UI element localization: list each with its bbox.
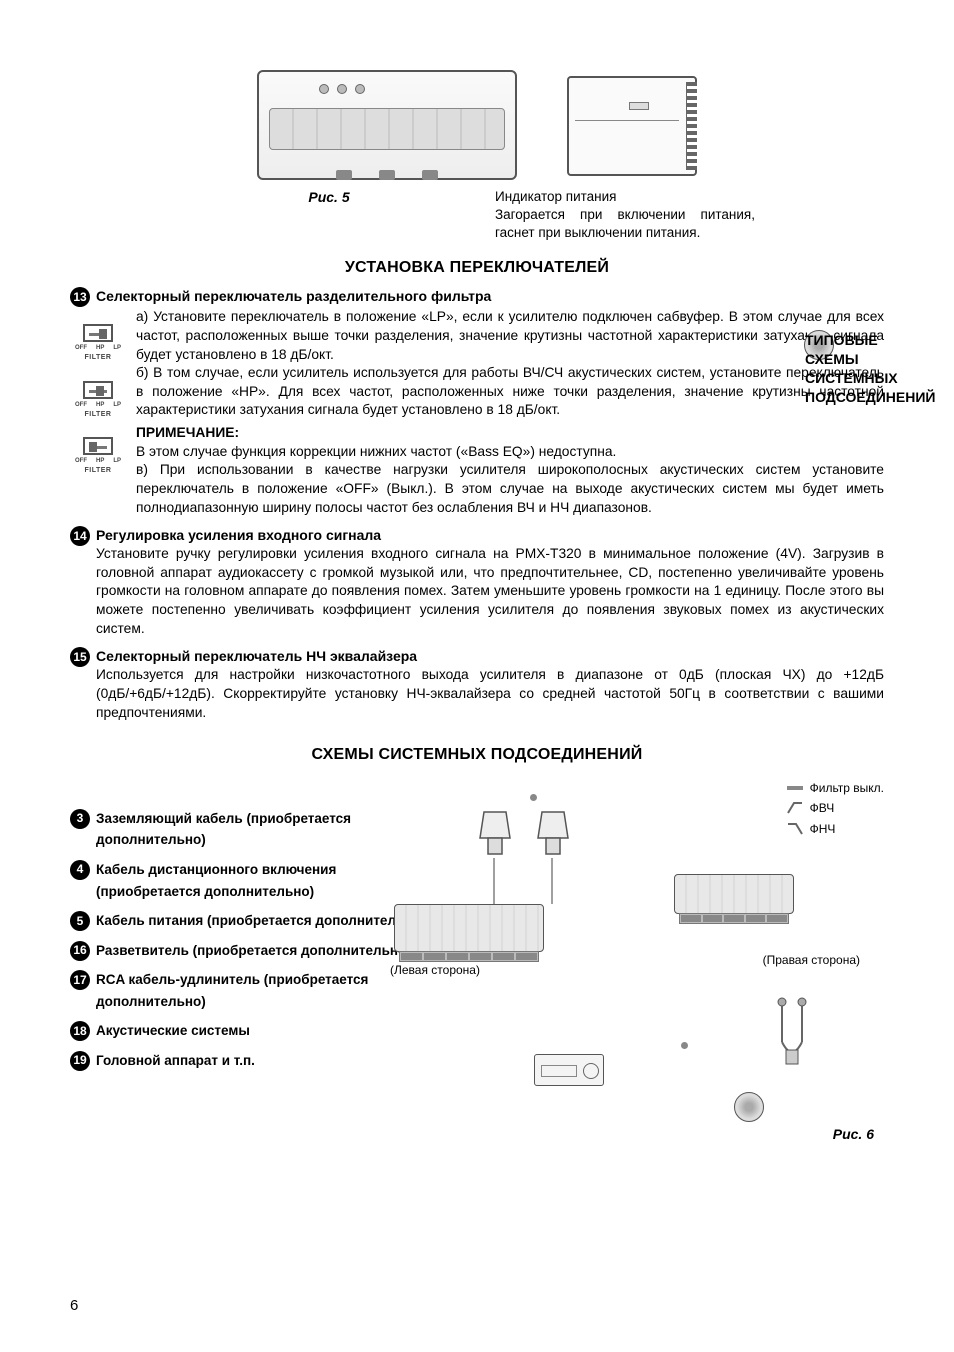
item15-text: Используется для настройки низкочастотно… — [96, 666, 884, 722]
conn-4-text: Кабель дистанционного включения (приобре… — [96, 859, 430, 902]
filter-lp-icon — [786, 820, 804, 838]
switch-icon-off: OFF HP LP FILTER — [75, 437, 121, 476]
sw-hp3: HP — [96, 457, 104, 465]
splitter-icon — [772, 992, 812, 1077]
indicator-text: Загорается при включении питания, гаснет… — [495, 206, 755, 242]
fig6-caption: Рис. 6 — [833, 1125, 874, 1144]
fig5-caption-row: Рис. 5 Индикатор питания Загорается при … — [70, 188, 884, 243]
side-label-right: (Правая сторона) — [763, 952, 860, 968]
conn-17-text: RCA кабель-удлинитель (приобретается доп… — [96, 969, 430, 1012]
item14-text: Установите ручку регулировки усиления вх… — [96, 545, 884, 638]
badge-5: 5 — [70, 911, 90, 931]
speaker-icon — [534, 810, 572, 863]
connection-area: 3 Заземляющий кабель (приобретается допол… — [70, 774, 884, 1204]
section-switches-title: УСТАНОВКА ПЕРЕКЛЮЧАТЕЛЕЙ — [70, 257, 884, 279]
sw-hp2: HP — [96, 401, 104, 409]
badge-13: 13 — [70, 287, 90, 307]
item14-head: 14 Регулировка усиления входного сигнала — [70, 525, 884, 545]
sw-filter: FILTER — [75, 353, 121, 362]
item13-c: в) При использовании в качестве нагрузки… — [136, 461, 884, 517]
connection-list: 3 Заземляющий кабель (приобретается допол… — [70, 808, 430, 1080]
amp-side-view — [567, 76, 697, 176]
speaker-icon — [476, 810, 514, 863]
conn-item-16: 16 Разветвитель (приобретается дополнител… — [70, 940, 430, 962]
conn-19-text: Головной аппарат и т.п. — [96, 1050, 255, 1072]
legend-hp: ФВЧ — [810, 798, 835, 818]
side-label-left: (Левая сторона) — [390, 962, 480, 978]
badge-18: 18 — [70, 1021, 90, 1041]
conn-sub-title: ТИПОВЫЕ СХЕМЫ СИСТЕМНЫХ ПОДСОЕДИНЕНИЙ — [804, 330, 834, 360]
item13-note-label: ПРИМЕЧАНИЕ: — [136, 424, 884, 443]
legend-lp: ФНЧ — [810, 819, 836, 839]
conn-16-text: Разветвитель (приобретается дополнительн… — [96, 940, 411, 962]
conn-item-4: 4 Кабель дистанционного включения (приобр… — [70, 859, 430, 902]
section-conn-title: СХЕМЫ СИСТЕМНЫХ ПОДСОЕДИНЕНИЙ — [70, 744, 884, 766]
badge-16: 16 — [70, 941, 90, 961]
badge-15: 15 — [70, 647, 90, 667]
badge-19: 19 — [70, 1051, 90, 1071]
fig5-caption: Рис. 5 — [308, 189, 349, 205]
conn-item-17: 17 RCA кабель-удлинитель (приобретается д… — [70, 969, 430, 1012]
legend-off: Фильтр выкл. — [810, 778, 884, 798]
head-unit-icon — [534, 1054, 604, 1086]
item15-title: Селекторный переключатель НЧ эквалайзера — [96, 646, 417, 666]
subwoofer-icon — [734, 1092, 764, 1122]
conn-18-text: Акустические системы — [96, 1020, 250, 1042]
conn-item-5: 5 Кабель питания (приобретается дополните… — [70, 910, 430, 932]
amp-top-view — [257, 70, 517, 180]
item13-title: Селекторный переключатель разделительног… — [96, 286, 491, 306]
connection-diagram: Фильтр выкл. ФВЧ ФНЧ (Левая сторона) (Пр… — [384, 774, 884, 1144]
amp-right-icon — [674, 874, 794, 914]
filter-hp-icon — [786, 799, 804, 817]
sw-filter3: FILTER — [75, 466, 121, 475]
badge-14: 14 — [70, 526, 90, 546]
item13-head: 13 Селекторный переключатель разделитель… — [70, 286, 884, 306]
conn-item-19: 19 Головной аппарат и т.п. — [70, 1050, 430, 1072]
conn-item-3: 3 Заземляющий кабель (приобретается допол… — [70, 808, 430, 851]
item13-note: В этом случае функция коррекции нижних ч… — [136, 443, 884, 462]
switch-icon-lp: OFF HP LP FILTER — [75, 324, 121, 363]
sw-filter2: FILTER — [75, 410, 121, 419]
item15-head: 15 Селекторный переключатель НЧ эквалайз… — [70, 646, 884, 666]
sw-off: OFF — [75, 344, 87, 352]
item14-title: Регулировка усиления входного сигнала — [96, 525, 381, 545]
item13-body: OFF HP LP FILTER OFF HP LP FILTER OFF HP LP FI… — [70, 308, 884, 517]
sw-hp: HP — [96, 344, 104, 352]
sw-lp2: LP — [113, 401, 121, 409]
sw-off3: OFF — [75, 457, 87, 465]
badge-4: 4 — [70, 860, 90, 880]
lead-dot — [681, 1042, 688, 1049]
item13-b: б) В том случае, если усилитель использу… — [136, 364, 884, 420]
conn-3-text: Заземляющий кабель (приобретается дополн… — [96, 808, 430, 851]
amp-left-icon — [394, 904, 544, 952]
lead-dot — [530, 794, 537, 801]
page-number: 6 — [70, 1296, 78, 1316]
indicator-title: Индикатор питания — [495, 188, 755, 206]
sw-off2: OFF — [75, 401, 87, 409]
sw-lp3: LP — [113, 457, 121, 465]
badge-3: 3 — [70, 809, 90, 829]
switch-icons-column: OFF HP LP FILTER OFF HP LP FILTER OFF HP LP FI… — [70, 308, 126, 476]
filter-off-icon — [786, 779, 804, 797]
switch-icon-hp: OFF HP LP FILTER — [75, 381, 121, 420]
filter-legend: Фильтр выкл. ФВЧ ФНЧ — [786, 778, 884, 839]
figure-row — [70, 70, 884, 180]
power-indicator-note: Индикатор питания Загорается при включен… — [495, 188, 755, 243]
item13-a: а) Установите переключатель в положение … — [136, 308, 884, 364]
sw-lp: LP — [113, 344, 121, 352]
conn-5-text: Кабель питания (приобретается дополнител… — [96, 910, 425, 932]
conn-item-18: 18 Акустические системы — [70, 1020, 430, 1042]
badge-17: 17 — [70, 970, 90, 990]
